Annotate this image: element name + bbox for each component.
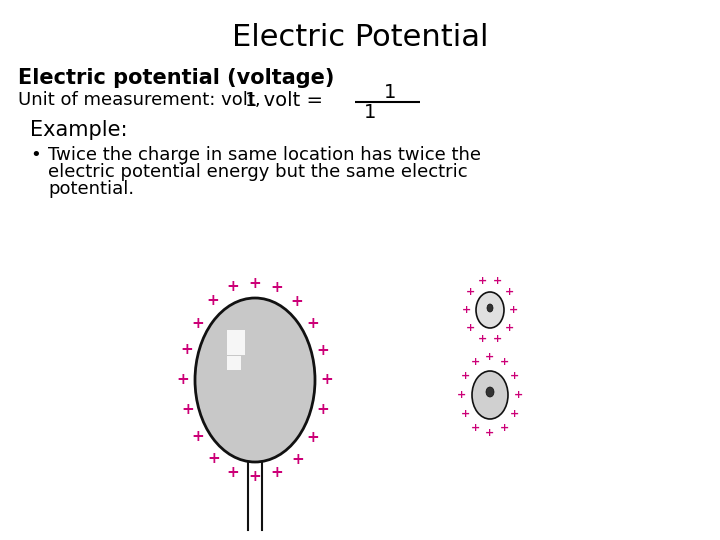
Text: Electric Potential: Electric Potential — [232, 24, 488, 52]
Text: +: + — [316, 402, 329, 417]
Text: +: + — [500, 357, 509, 367]
Text: +: + — [509, 305, 518, 315]
Text: +: + — [176, 373, 189, 388]
Text: +: + — [505, 323, 514, 333]
Text: +: + — [192, 315, 204, 330]
Ellipse shape — [195, 298, 315, 462]
Text: +: + — [478, 276, 487, 286]
Text: +: + — [320, 373, 333, 388]
Text: +: + — [466, 323, 475, 333]
Text: +: + — [291, 452, 304, 467]
Text: +: + — [192, 429, 204, 444]
Text: +: + — [492, 276, 502, 286]
Text: +: + — [510, 371, 520, 381]
Text: +: + — [485, 428, 495, 438]
Text: Example:: Example: — [30, 120, 127, 140]
Text: Unit of measurement: volt,: Unit of measurement: volt, — [18, 91, 261, 109]
Ellipse shape — [476, 292, 504, 328]
Text: 1: 1 — [364, 104, 376, 123]
Text: +: + — [271, 280, 283, 295]
Text: +: + — [514, 390, 523, 400]
Text: +: + — [248, 276, 261, 291]
Text: +: + — [456, 390, 466, 400]
Text: potential.: potential. — [48, 180, 134, 198]
Text: +: + — [307, 430, 320, 445]
Text: +: + — [316, 342, 329, 357]
Text: +: + — [462, 305, 471, 315]
Text: +: + — [226, 279, 239, 294]
Text: +: + — [290, 294, 303, 309]
Text: Electric potential (voltage): Electric potential (voltage) — [18, 68, 334, 88]
Text: +: + — [466, 287, 475, 297]
Text: +: + — [248, 469, 261, 484]
Text: +: + — [271, 464, 283, 480]
Text: +: + — [492, 334, 502, 344]
Text: +: + — [500, 423, 509, 433]
Text: +: + — [306, 315, 319, 330]
Text: +: + — [227, 464, 240, 480]
Text: +: + — [510, 409, 520, 419]
Text: +: + — [207, 451, 220, 466]
Text: +: + — [478, 334, 487, 344]
Text: Twice the charge in same location has twice the: Twice the charge in same location has tw… — [48, 146, 481, 164]
Ellipse shape — [486, 387, 494, 397]
Text: +: + — [485, 352, 495, 362]
Text: +: + — [180, 342, 193, 357]
Text: electric potential energy but the same electric: electric potential energy but the same e… — [48, 163, 467, 181]
Text: +: + — [471, 423, 480, 433]
Text: +: + — [460, 409, 469, 419]
Polygon shape — [227, 330, 245, 355]
Text: 1 volt =: 1 volt = — [245, 91, 323, 110]
Text: +: + — [460, 371, 469, 381]
Text: +: + — [207, 293, 219, 308]
Ellipse shape — [487, 304, 493, 312]
Text: 1: 1 — [384, 83, 396, 102]
Ellipse shape — [472, 371, 508, 419]
Text: +: + — [181, 402, 194, 417]
Text: +: + — [471, 357, 480, 367]
Text: •: • — [30, 146, 41, 164]
Polygon shape — [227, 356, 241, 370]
Text: +: + — [505, 287, 514, 297]
